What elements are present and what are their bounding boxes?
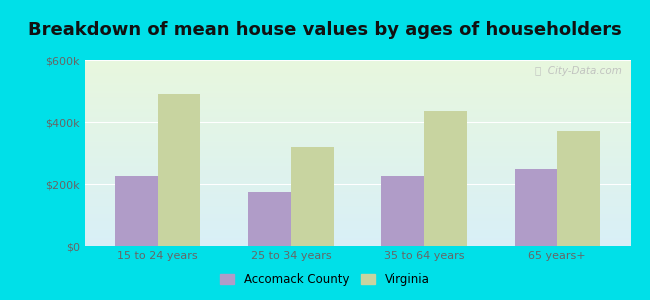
Text: ⓘ  City-Data.com: ⓘ City-Data.com — [536, 66, 622, 76]
Bar — [557, 131, 600, 246]
Text: Breakdown of mean house values by ages of householders: Breakdown of mean house values by ages o… — [28, 21, 622, 39]
Bar — [158, 94, 200, 246]
Bar — [248, 192, 291, 246]
Bar — [382, 176, 424, 246]
Legend: Accomack County, Virginia: Accomack County, Virginia — [216, 269, 434, 291]
Bar — [515, 169, 557, 246]
Bar — [115, 176, 158, 246]
Bar — [291, 147, 333, 246]
Bar — [424, 111, 467, 246]
